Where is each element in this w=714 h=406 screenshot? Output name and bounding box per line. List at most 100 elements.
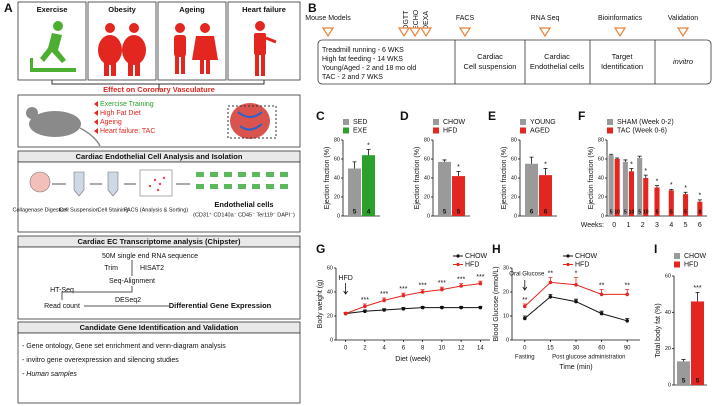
legend-swatch [607, 119, 613, 125]
n-label: 5 [682, 378, 686, 385]
point [574, 283, 578, 287]
stage: Cell suspension [464, 62, 517, 71]
bar [622, 161, 628, 216]
bar [668, 190, 674, 216]
y-tick-label: 0 [514, 213, 517, 219]
error-bar [655, 185, 659, 188]
legend-marker [566, 262, 570, 267]
point [625, 319, 629, 323]
significance: *** [476, 274, 484, 281]
legend-swatch [520, 119, 526, 125]
x-axis-label: Time (min) [559, 364, 592, 371]
error-bar [609, 153, 614, 156]
hisat: HISAT2 [140, 265, 164, 272]
annotation-arrow [343, 283, 348, 295]
x-tick-label: 3 [655, 222, 659, 229]
legend-label: HFD [575, 261, 589, 268]
stage: Cardiac [477, 52, 503, 61]
connector [51, 80, 265, 90]
legend-label: CHOW [465, 253, 488, 260]
legend-swatch [433, 127, 439, 134]
y-tick-label: 40 [598, 175, 604, 181]
milestone: ECHO [413, 9, 420, 30]
item: - invitro gene overexpression and silenc… [22, 357, 179, 364]
flow-lines [61, 260, 170, 307]
legend-marker [456, 262, 460, 267]
legend-swatch [674, 261, 680, 268]
deseq: DESeq2 [115, 297, 141, 304]
condition: Exercise [37, 5, 68, 14]
n-label: 10 [629, 209, 635, 215]
bar [697, 201, 703, 216]
x-tick-label: 4 [669, 222, 673, 229]
panel-label: H [492, 242, 501, 256]
significance: *** [361, 297, 369, 304]
bar [654, 187, 660, 216]
legend-label: EXE [353, 127, 367, 134]
point [459, 284, 463, 288]
condition-boxes: Exercise Obesity Ageing Heart failure [17, 1, 301, 81]
x-tick-label: 5 [684, 222, 688, 229]
milestone: Bioinformatics [598, 15, 642, 22]
section-box [17, 332, 301, 404]
bar [608, 155, 614, 216]
point [440, 305, 444, 310]
x-tick-label: 90 [624, 346, 631, 352]
legend-marker [566, 254, 570, 258]
mouse-icon [26, 107, 101, 147]
bar [525, 163, 538, 216]
significance: * [544, 161, 547, 168]
legend-label: YOUNG [530, 119, 556, 126]
y-axis-label: Blood Glucose (mmol/L) [493, 266, 500, 341]
y-tick-label: 60 [424, 156, 430, 162]
x-tick-label: 2 [363, 346, 367, 352]
significance: *** [438, 280, 446, 287]
significance: * [684, 185, 687, 192]
bar [691, 301, 704, 385]
section-title: Candidate Gene Identification and Valida… [80, 323, 239, 332]
stage: invitro [673, 57, 693, 66]
significance: * [457, 164, 460, 171]
x-note: Post glucose administration [552, 355, 625, 361]
point [548, 295, 553, 299]
point [401, 293, 406, 298]
error-bar [695, 291, 700, 302]
stage: Cardiac [544, 52, 570, 61]
htseq: HT-Seq [50, 287, 74, 294]
point [478, 305, 483, 310]
error-bar [681, 359, 686, 362]
x-tick-label: 0 [344, 346, 348, 352]
point [523, 304, 527, 309]
significance: *** [380, 291, 388, 298]
significance: ** [548, 270, 554, 277]
y-tick-label: 20 [598, 194, 604, 200]
n-label: 10 [643, 209, 649, 215]
milestone: Validation [668, 15, 698, 22]
step: Collagenase Digestion [12, 207, 67, 213]
panel-label: I [654, 242, 657, 256]
y-tick-label: 20 [327, 313, 333, 319]
alignment: Seq-Alignment [109, 278, 155, 285]
n-label: 5 [656, 209, 659, 215]
error-bar [615, 157, 620, 159]
n-label: 5 [638, 209, 641, 215]
milestone: FACS [456, 15, 475, 22]
model-detail: Young/Aged - 2 and 18 mo old [322, 65, 416, 72]
point [382, 308, 386, 312]
y-axis-label: Ejection fraction (%) [414, 147, 421, 210]
error-bar [629, 168, 634, 172]
y-tick-label: 40 [327, 289, 333, 295]
legend-swatch [607, 127, 613, 134]
x-tick-label: 0 [523, 346, 527, 352]
item: - Human samples [22, 371, 77, 378]
n-label: 6 [530, 209, 534, 216]
legend-swatch [674, 253, 680, 259]
read-count: Read count [44, 303, 80, 310]
significance: ** [624, 282, 630, 289]
point [363, 304, 367, 309]
error-bar [529, 156, 534, 164]
y-tick-label: 60 [511, 156, 517, 162]
condition: Heart failure [242, 5, 286, 14]
error-bar [352, 161, 357, 169]
point [382, 298, 386, 303]
